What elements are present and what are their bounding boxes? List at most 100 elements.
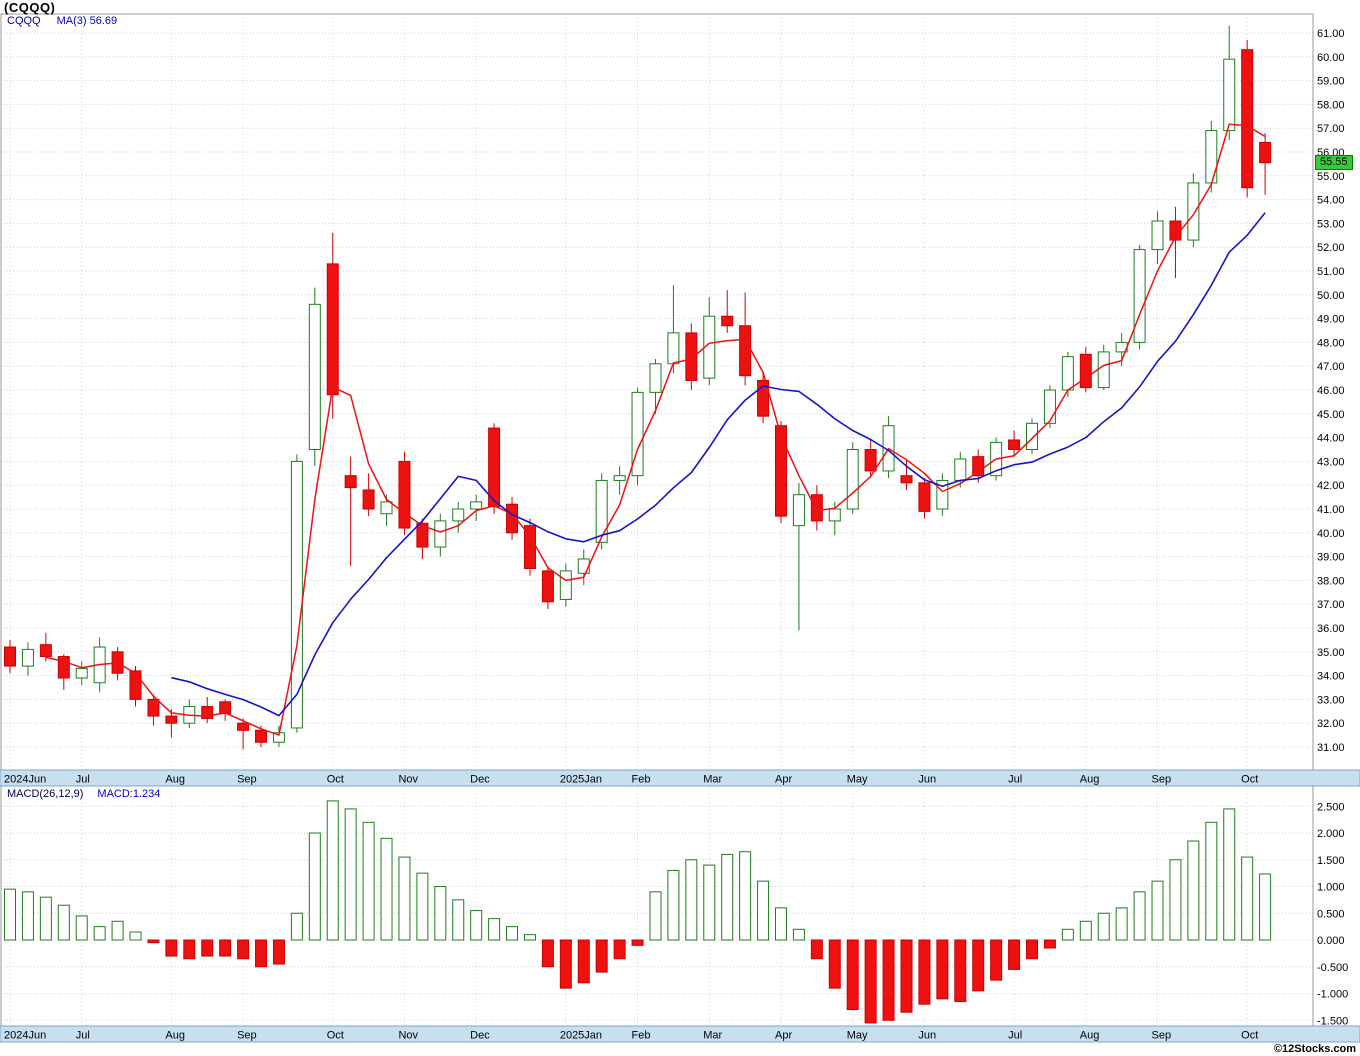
candle <box>147 694 160 726</box>
month-label: Mar <box>703 774 722 786</box>
macd-bar <box>685 859 698 941</box>
macd-bar <box>577 939 590 984</box>
candle <box>1133 244 1146 350</box>
candle <box>1008 430 1021 457</box>
macd-axis-label: 2.000 <box>1317 828 1345 840</box>
candle <box>201 697 214 724</box>
macd-bar <box>308 832 321 941</box>
macd-bar <box>703 864 716 941</box>
macd-bar <box>75 915 88 941</box>
macd-bar <box>488 918 501 941</box>
macd-bar <box>255 939 268 968</box>
candle <box>1026 418 1039 455</box>
month-label: Nov <box>398 774 418 786</box>
month-label: Jul <box>76 1030 90 1042</box>
price-axis-label: 55.00 <box>1317 171 1345 183</box>
candle <box>398 451 411 536</box>
candle <box>1259 132 1272 195</box>
candle <box>757 370 770 424</box>
price-axis-label: 42.00 <box>1317 480 1345 492</box>
legend-ma-value: MA(3) 56.69 <box>56 15 118 27</box>
macd-bar <box>828 939 841 989</box>
candle <box>1205 121 1218 193</box>
candle <box>434 513 447 557</box>
price-axis-label: 57.00 <box>1317 123 1345 135</box>
macd-bar <box>219 939 232 957</box>
candle <box>21 642 34 676</box>
month-label: Feb <box>632 1030 651 1042</box>
candle <box>918 478 931 519</box>
macd-bar <box>936 939 949 1000</box>
macd-bar <box>470 910 483 941</box>
candles <box>4 25 1272 750</box>
macd-bar <box>900 939 913 1013</box>
candle <box>57 654 70 690</box>
candle <box>362 473 375 517</box>
macd-bar <box>613 939 626 960</box>
candle <box>721 290 734 333</box>
macd-bar <box>1079 920 1092 941</box>
macd-bar <box>1133 891 1146 941</box>
watermark-link[interactable]: ©12Stocks.com <box>1273 1043 1356 1055</box>
macd-bar <box>398 856 411 941</box>
month-label: Sep <box>1152 774 1172 786</box>
macd-bar <box>416 872 429 941</box>
macd-bar <box>93 926 106 941</box>
macd-bar <box>1151 880 1164 941</box>
macd-bar <box>434 886 447 941</box>
price-axis-label: 40.00 <box>1317 528 1345 540</box>
macd-bar <box>1169 859 1182 941</box>
candle <box>237 718 250 750</box>
macd-bar <box>4 888 16 941</box>
candle <box>1079 347 1092 393</box>
price-axis-label: 59.00 <box>1317 76 1345 88</box>
month-label: Oct <box>327 774 344 786</box>
price-axis-label: 49.00 <box>1317 314 1345 326</box>
macd-bar <box>290 912 303 941</box>
candle <box>470 494 483 521</box>
macd-bar <box>39 896 52 941</box>
price-axis-label: 51.00 <box>1317 266 1345 278</box>
candle <box>165 708 178 738</box>
candle <box>523 518 536 576</box>
macd-axis-label: -1.000 <box>1317 989 1348 1001</box>
macd-bar <box>810 939 823 960</box>
macd-histogram <box>4 800 1272 1024</box>
macd-bar <box>774 907 787 941</box>
macd-bar <box>344 808 357 941</box>
macd-bar <box>882 939 895 1021</box>
macd-bar <box>1223 808 1236 941</box>
candle <box>810 485 823 531</box>
candle <box>452 501 465 533</box>
page-title: (CQQQ) <box>4 0 56 15</box>
price-axis-label: 44.00 <box>1317 433 1345 445</box>
price-axis-label: 32.00 <box>1317 718 1345 730</box>
month-label: Feb <box>632 774 651 786</box>
price-axis-label: 43.00 <box>1317 456 1345 468</box>
month-label: Dec <box>470 1030 490 1042</box>
candle <box>631 387 644 486</box>
macd-bar <box>649 891 662 941</box>
month-label: Sep <box>1152 1030 1172 1042</box>
macd-bar <box>954 939 967 1003</box>
macd-bar <box>1043 939 1056 949</box>
month-axis-top: 2024Jun Jul Aug Sep Oct Nov Dec 2025Jan Feb Mar Ap… <box>0 769 1360 787</box>
candle <box>900 459 913 490</box>
price-axis-label: 37.00 <box>1317 599 1345 611</box>
macd-axis-labels: 2.500 2.000 1.500 1.000 0.500 0.000 -0.500 -1.0… <box>1317 801 1348 1027</box>
macd-bar <box>1205 821 1218 941</box>
price-axis-label: 47.00 <box>1317 361 1345 373</box>
month-label: 2024Jun <box>4 1030 46 1042</box>
ma-fast-line <box>45 123 1266 736</box>
candle <box>4 639 16 674</box>
month-label: Aug <box>1080 774 1100 786</box>
price-axis-label: 46.00 <box>1317 385 1345 397</box>
month-label: Nov <box>398 1030 418 1042</box>
macd-bar <box>380 837 393 941</box>
macd-bar <box>757 880 770 941</box>
price-axis-label: 41.00 <box>1317 504 1345 516</box>
candle <box>774 420 787 524</box>
macd-bar <box>326 800 339 941</box>
macd-axis-label: 0.500 <box>1317 908 1345 920</box>
